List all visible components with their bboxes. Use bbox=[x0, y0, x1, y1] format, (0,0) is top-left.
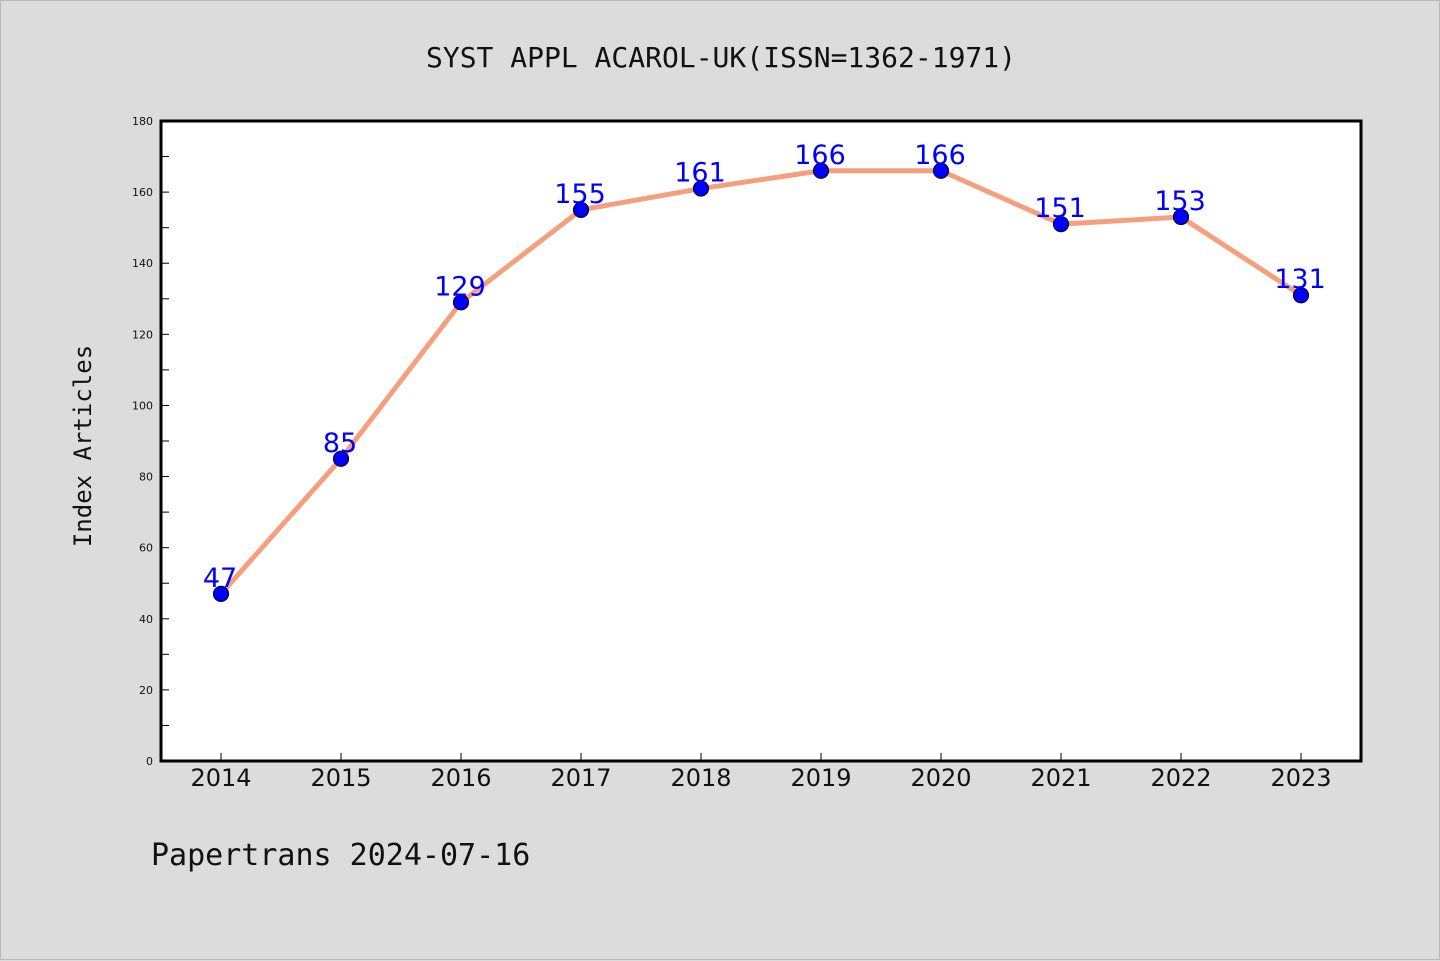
data-label: 131 bbox=[1274, 264, 1326, 295]
y-tick-label: 120 bbox=[132, 328, 153, 341]
series-line bbox=[218, 168, 1304, 597]
data-label: 129 bbox=[434, 271, 486, 302]
y-tick-label: 80 bbox=[139, 471, 153, 484]
y-tick-label: 20 bbox=[139, 684, 153, 697]
data-point-marker bbox=[572, 201, 590, 218]
data-point-marker bbox=[1172, 208, 1190, 226]
data-point-marker bbox=[1292, 287, 1310, 304]
x-tick-label: 2017 bbox=[550, 764, 611, 792]
y-axis-label: Index Articles bbox=[69, 345, 97, 547]
data-label: 166 bbox=[794, 140, 846, 171]
data-point-marker bbox=[332, 450, 350, 467]
data-points bbox=[212, 162, 1310, 602]
y-tick-label: 180 bbox=[132, 115, 153, 128]
y-tick-label: 40 bbox=[139, 613, 153, 626]
x-tick-label: 2016 bbox=[430, 764, 491, 792]
x-tick-label: 2014 bbox=[190, 764, 251, 792]
x-tick-label: 2019 bbox=[790, 764, 851, 792]
data-label: 153 bbox=[1154, 186, 1206, 217]
y-tick-label: 0 bbox=[146, 755, 153, 768]
data-labels: 47 85 129 155 161 166 166 151 153 131 bbox=[203, 140, 1326, 594]
data-point-marker bbox=[1052, 216, 1070, 233]
data-point-marker bbox=[812, 162, 830, 179]
y-axis: 0 20 40 60 80 100 120 140 160 180 bbox=[132, 115, 169, 768]
x-tick-label: 2022 bbox=[1150, 764, 1211, 792]
y-tick-label: 160 bbox=[132, 186, 153, 199]
data-label: 47 bbox=[203, 563, 237, 594]
data-label: 151 bbox=[1034, 193, 1086, 224]
data-point-marker bbox=[452, 294, 470, 311]
data-label: 161 bbox=[674, 158, 726, 189]
data-label: 166 bbox=[914, 140, 966, 171]
data-point-marker bbox=[212, 585, 230, 602]
data-label: 155 bbox=[554, 179, 606, 210]
x-tick-label: 2023 bbox=[1270, 764, 1331, 792]
chart-title: SYST APPL ACAROL-UK(ISSN=1362-1971) bbox=[426, 41, 1016, 74]
data-point-marker bbox=[692, 180, 710, 197]
data-point-marker bbox=[932, 162, 950, 179]
x-tick-label: 2015 bbox=[310, 764, 371, 792]
x-axis: 2014 2015 2016 2017 2018 2019 2020 2021 2022 2023 bbox=[190, 753, 1332, 792]
plot-area bbox=[159, 119, 1363, 763]
footer-credit: Papertrans 2024-07-16 bbox=[151, 838, 530, 873]
x-tick-label: 2020 bbox=[910, 764, 971, 792]
y-tick-label: 60 bbox=[139, 542, 153, 555]
data-label: 85 bbox=[323, 428, 357, 459]
y-tick-label: 100 bbox=[132, 399, 153, 412]
x-tick-label: 2021 bbox=[1030, 764, 1091, 792]
y-tick-label: 140 bbox=[132, 257, 153, 270]
series-line-group bbox=[218, 168, 1304, 597]
x-tick-label: 2018 bbox=[670, 764, 731, 792]
